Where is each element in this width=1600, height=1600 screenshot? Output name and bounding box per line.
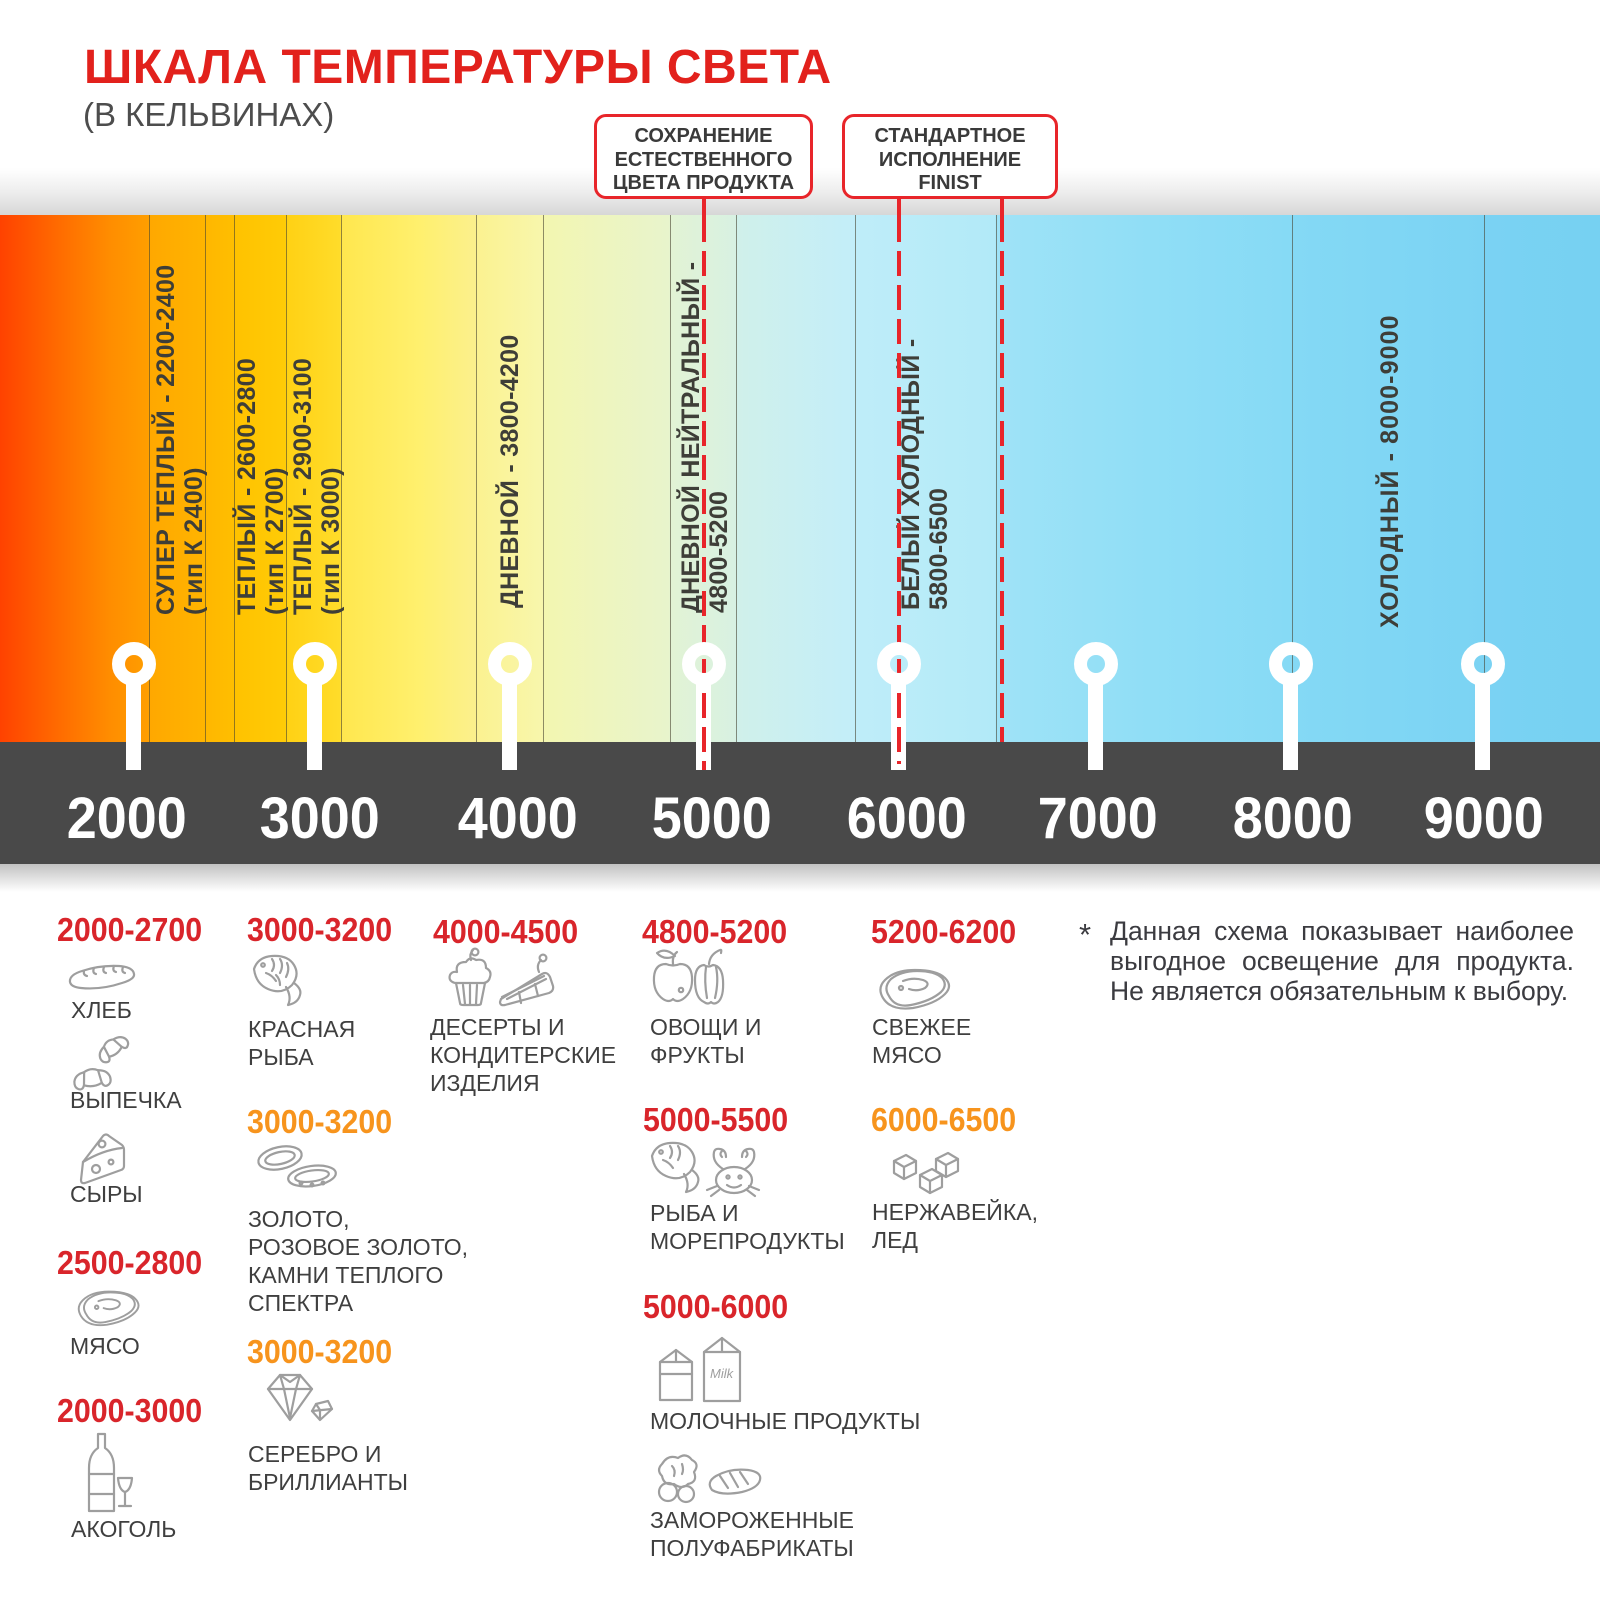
svg-text:Milk: Milk	[710, 1366, 735, 1381]
